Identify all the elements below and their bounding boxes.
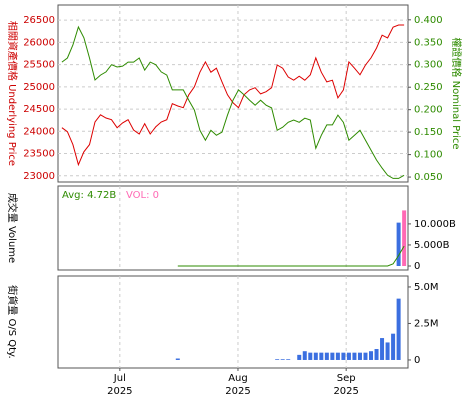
bar (275, 359, 280, 360)
bar (175, 358, 180, 360)
panel-frame (57, 4, 409, 183)
panel-frame (57, 185, 409, 271)
y-tick-label: 24000 (23, 126, 55, 137)
bar (391, 333, 396, 360)
y-tick-label: 23500 (23, 149, 55, 160)
y-tick-label: 25000 (23, 82, 55, 93)
bar (286, 359, 291, 360)
y2-tick-label: 0.100 (414, 150, 443, 161)
x-tick-label: Sep (337, 373, 356, 384)
x-tick-label: Aug (228, 373, 248, 384)
bar (396, 298, 401, 360)
y2-tick-label: 0.300 (414, 60, 443, 71)
vol-label: VOL: 0 (126, 190, 159, 201)
y-tick-label: 23000 (23, 171, 55, 182)
y-tick-label: 10.000B (414, 219, 456, 230)
y-tick-label: 0 (414, 261, 420, 272)
y-tick-label: 0 (414, 355, 420, 366)
x-tick-label: Jul (113, 373, 126, 384)
y2-tick-label: 0.200 (414, 105, 443, 116)
bar (341, 352, 346, 360)
bar (369, 351, 374, 360)
bar (330, 352, 335, 360)
bar (374, 349, 379, 360)
bar (402, 210, 407, 266)
bar (297, 354, 302, 360)
bar (380, 338, 385, 360)
bar (280, 359, 285, 360)
y2-tick-label: 0.350 (414, 37, 443, 48)
y2-tick-label: 0.250 (414, 82, 443, 93)
x-tick-year: 2025 (107, 386, 132, 397)
avg-label: Avg: 4.72B (62, 190, 116, 201)
y-tick-label: 5.000B (414, 240, 450, 251)
bar (308, 352, 313, 360)
y-tick-label: 24500 (23, 104, 55, 115)
bar (324, 352, 329, 360)
y2-tick-label: 0.150 (414, 127, 443, 138)
y-axis-label: 街貨量 O/S Qty. (6, 285, 19, 358)
y2-axis-label: 權證價格 Nominal Price (450, 37, 463, 149)
y-axis-label: 相關資產價格 Underlying Price (6, 21, 19, 166)
x-tick-year: 2025 (333, 386, 358, 397)
x-tick-year: 2025 (225, 386, 250, 397)
data-line (61, 24, 405, 167)
bar (357, 352, 362, 360)
bar (346, 352, 351, 360)
y-tick-label: 26500 (23, 15, 55, 26)
y-tick-label: 25500 (23, 60, 55, 71)
bar (385, 342, 390, 360)
y-axis-label: 成交量 Volume (6, 193, 19, 263)
bar (363, 352, 368, 360)
y2-tick-label: 0.050 (414, 172, 443, 183)
bar (302, 351, 307, 360)
bar (396, 222, 401, 266)
bar (352, 352, 357, 360)
y-tick-label: 2.5M (414, 318, 439, 329)
y-tick-label: 5.0M (414, 282, 439, 293)
y2-tick-label: 0.400 (414, 15, 443, 26)
y-tick-label: 26000 (23, 37, 55, 48)
bar (313, 352, 318, 360)
data-line (177, 245, 405, 267)
bar (335, 352, 340, 360)
data-line (61, 25, 405, 179)
bar (319, 352, 324, 360)
